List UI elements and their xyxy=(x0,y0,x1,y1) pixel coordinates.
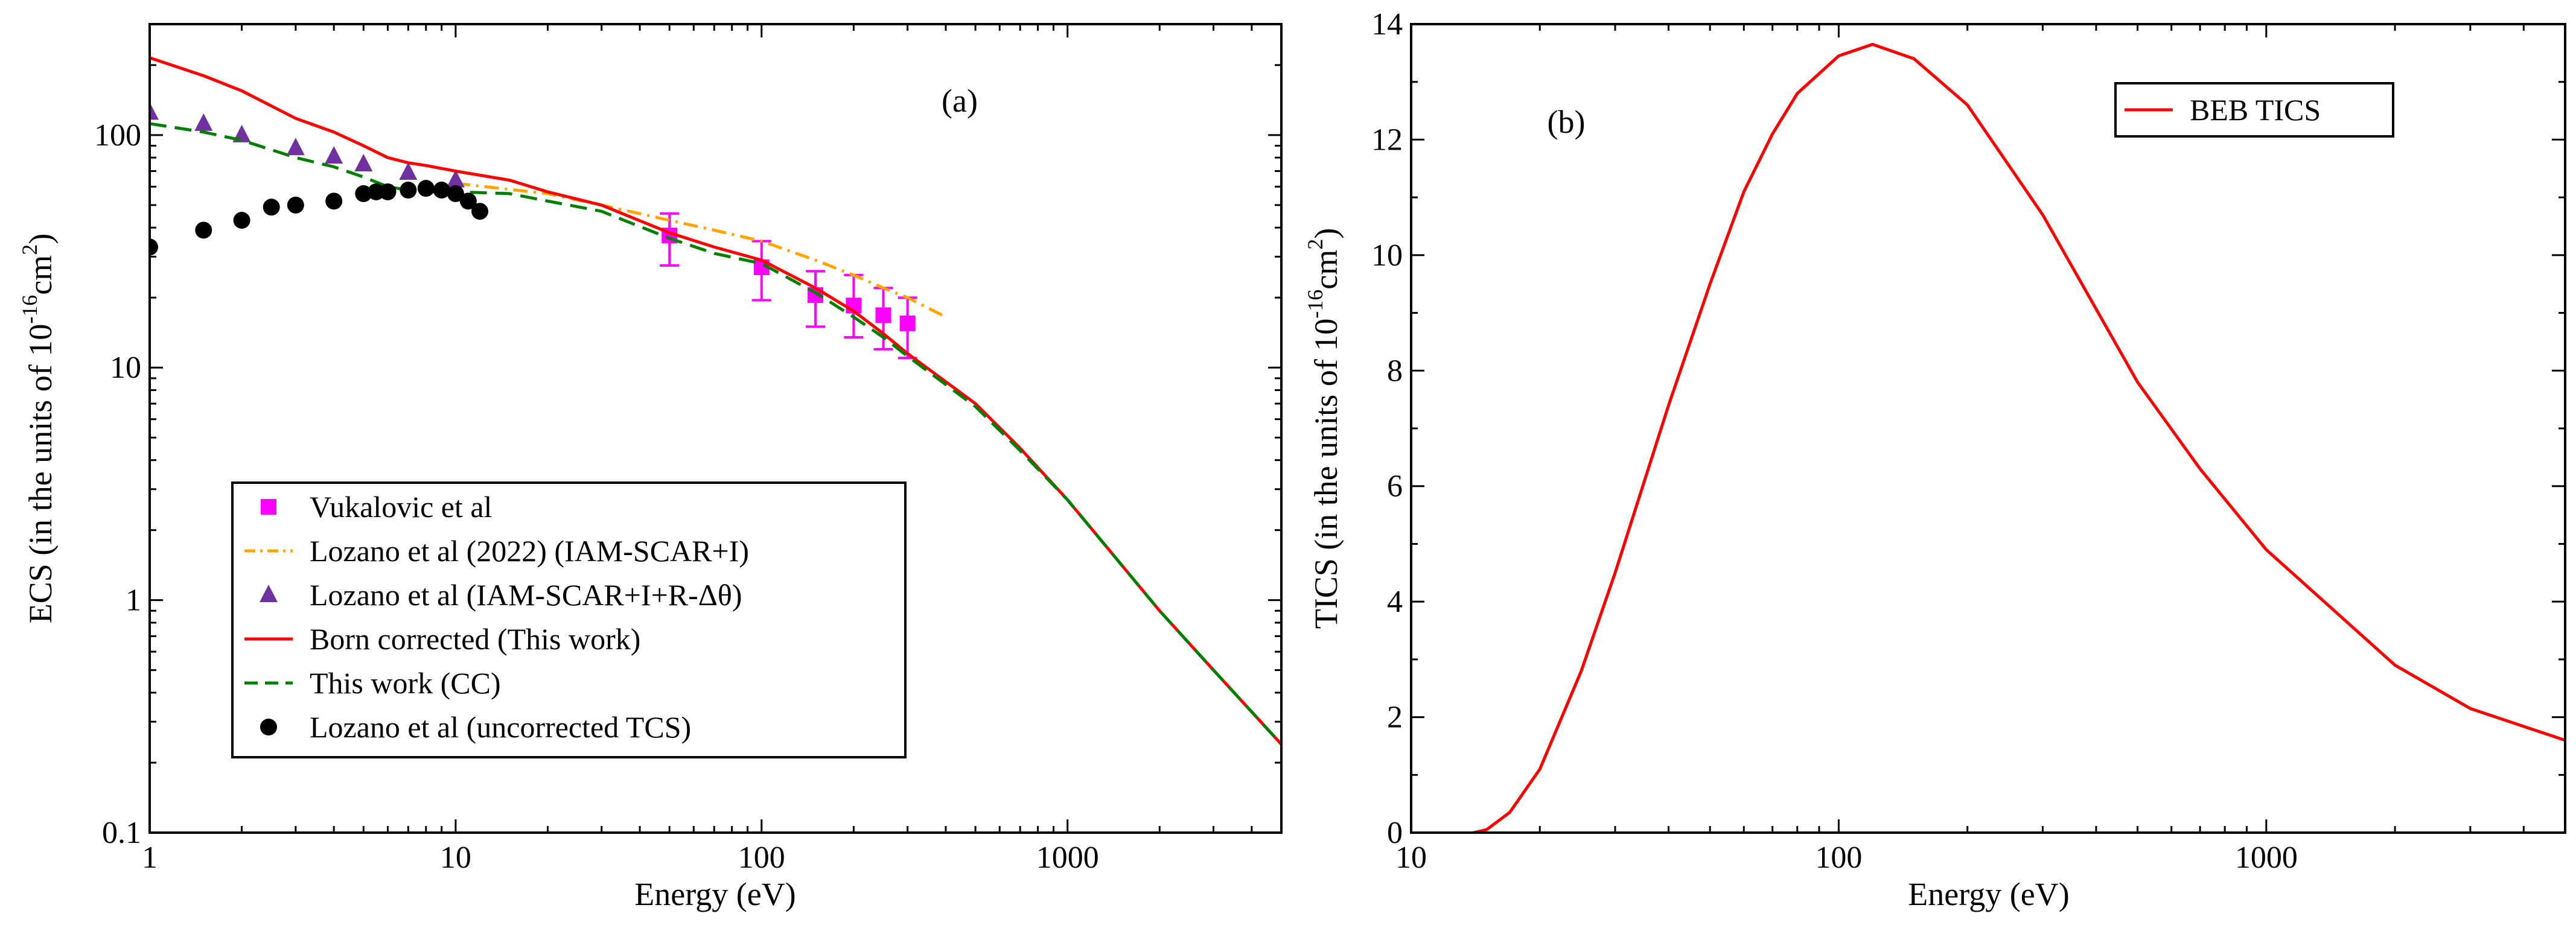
x-tick-label: 100 xyxy=(1815,840,1862,875)
x-tick-label: 1000 xyxy=(1036,840,1099,875)
data-point xyxy=(233,212,250,229)
panel-b-label: (b) xyxy=(1548,104,1586,140)
series-beb-tics xyxy=(1473,43,2565,833)
panel-b-x-axis-label: Energy (eV) xyxy=(1908,876,2069,912)
x-tick-label: 10 xyxy=(440,840,471,875)
y-tick-label: 1 xyxy=(126,583,141,618)
data-point xyxy=(433,182,450,199)
data-point xyxy=(459,192,477,210)
panel-b-data-marks xyxy=(1473,43,2565,833)
legend-label: Born corrected (This work) xyxy=(310,622,640,656)
data-point xyxy=(325,146,343,164)
data-point xyxy=(379,183,397,200)
panel-a-label: (a) xyxy=(942,83,978,119)
series-lozano-et-al-uncorrected-tcs xyxy=(150,180,489,256)
y-tick-label: 14 xyxy=(1371,7,1403,42)
legend-label: Lozano et al (uncorrected TCS) xyxy=(310,710,691,744)
panel-b-axis-ticks: 10 100 1000 0 2 4 6 8 10 12 14 xyxy=(1371,7,2565,875)
panel-b-tics-chart: 10 100 1000 0 2 4 6 8 10 12 14 (b) Energy (eV) TIC… xyxy=(1303,7,2566,912)
legend-item-beb-tics: BEB TICS xyxy=(2125,93,2321,127)
y-tick-label: 10 xyxy=(1371,238,1403,273)
data-point xyxy=(263,199,280,216)
panel-a-data-marks xyxy=(150,56,1281,746)
y-tick-label: 4 xyxy=(1387,585,1403,619)
data-point xyxy=(287,196,304,214)
x-tick-label: 10 xyxy=(1395,840,1427,875)
series-lozano-et-al-iam-scar-i-r xyxy=(150,102,465,188)
legend-label: Lozano et al (2022) (IAM-SCAR+I) xyxy=(310,534,749,568)
legend-label: Vukalovic et al xyxy=(310,490,492,524)
legend-item-born-corrected-this-work: Born corrected (This work) xyxy=(244,622,640,656)
panel-a-plot-frame xyxy=(148,23,1283,834)
panel-b-y-axis-label: TICS (in the units of 10-16cm2) xyxy=(1303,228,1344,629)
y-tick-label: 100 xyxy=(94,118,141,153)
legend-label: This work (CC) xyxy=(310,666,501,700)
data-point xyxy=(446,170,465,188)
data-point xyxy=(899,315,916,331)
y-tick-label: 6 xyxy=(1387,469,1403,504)
data-point xyxy=(471,203,489,220)
y-tick-label: 0 xyxy=(1387,816,1403,850)
data-point xyxy=(354,154,373,172)
y-tick-label: 2 xyxy=(1387,701,1403,735)
legend-item-vukalovic-et-al: Vukalovic et al xyxy=(261,490,492,524)
panel-a-legend: Vukalovic et al Lozano et al (2022) (IAM-… xyxy=(231,481,907,758)
y-tick-label: 0.1 xyxy=(102,816,141,850)
legend-marker xyxy=(261,499,276,515)
data-point xyxy=(368,183,385,200)
panel-b-legend: BEB TICS xyxy=(2114,82,2394,138)
legend-marker xyxy=(260,585,278,602)
data-point xyxy=(355,185,372,202)
panel-a-y-axis-label: ECS (in the units of 10-16cm2) xyxy=(18,234,59,623)
data-point xyxy=(195,221,212,239)
data-point xyxy=(150,102,159,120)
legend-label: BEB TICS xyxy=(2190,93,2321,127)
y-tick-label: 8 xyxy=(1387,354,1403,388)
x-tick-label: 1000 xyxy=(2235,840,2298,875)
panel-a-legend-box xyxy=(231,481,907,758)
data-point xyxy=(194,113,213,131)
series-line xyxy=(1473,43,2565,833)
y-tick-label: 10 xyxy=(110,351,141,385)
data-point xyxy=(400,182,417,199)
legend-item-lozano-et-al-2022-iam-scar-i: Lozano et al (2022) (IAM-SCAR+I) xyxy=(244,534,749,568)
panel-a-x-axis-label: Energy (eV) xyxy=(634,876,795,912)
series-born-corrected-this-work xyxy=(150,56,1281,746)
x-tick-label: 100 xyxy=(738,840,785,875)
x-tick-label: 1 xyxy=(142,840,158,875)
series-this-work-cc xyxy=(150,122,1281,746)
panel-b-plot-frame xyxy=(1410,23,2566,834)
legend-item-lozano-et-al-uncorrected-tcs: Lozano et al (uncorrected TCS) xyxy=(260,710,691,744)
legend-item-lozano-et-al-iam-scar-i-r: Lozano et al (IAM-SCAR+I+R-Δθ) xyxy=(260,578,742,612)
y-tick-label: 12 xyxy=(1371,122,1403,157)
data-point xyxy=(399,162,418,180)
data-point xyxy=(875,307,891,323)
data-point xyxy=(150,238,158,256)
series-line xyxy=(150,56,1281,746)
data-point xyxy=(417,180,435,197)
legend-marker xyxy=(260,719,277,736)
data-point xyxy=(447,185,464,202)
legend-label: Lozano et al (IAM-SCAR+I+R-Δθ) xyxy=(310,578,742,612)
legend-item-this-work-cc: This work (CC) xyxy=(244,666,501,700)
series-line xyxy=(150,122,1281,746)
data-point xyxy=(286,138,305,156)
data-point xyxy=(325,192,343,210)
